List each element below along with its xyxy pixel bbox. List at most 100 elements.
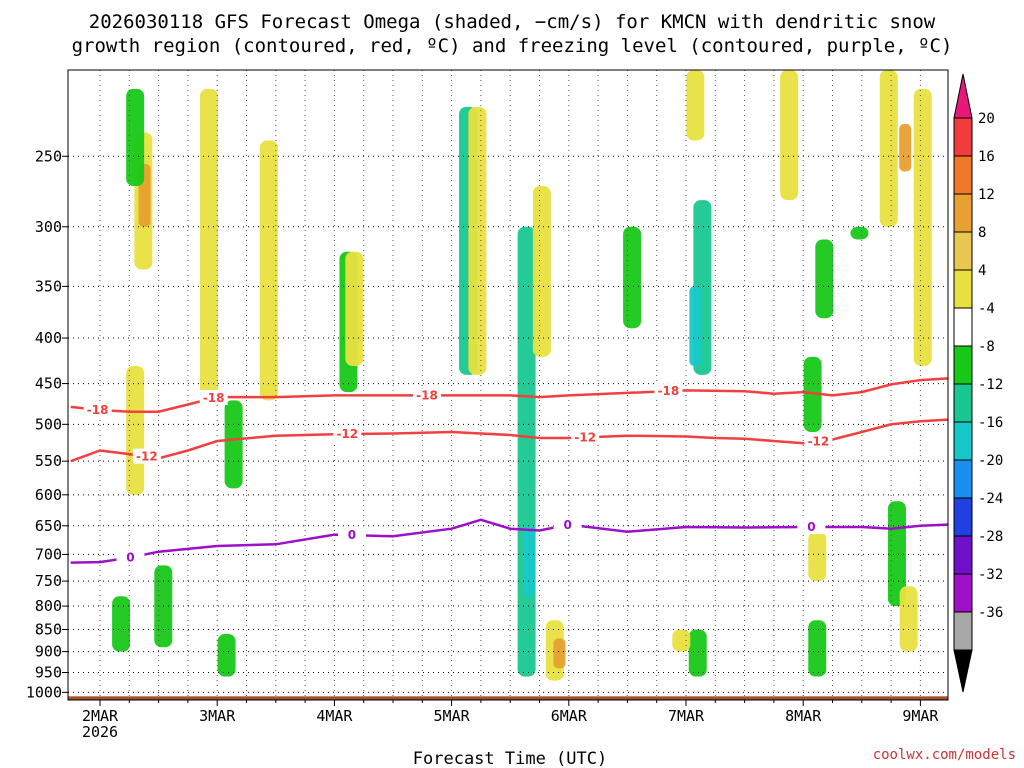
y-tick-label-950: 950 bbox=[35, 664, 62, 682]
colorbar-label-16: 16 bbox=[978, 149, 995, 165]
omega-feature-13 bbox=[468, 106, 487, 375]
y-tick-label-400: 400 bbox=[35, 329, 62, 347]
x-tick-label-7MAR: 7MAR bbox=[668, 707, 705, 725]
y-tick-label-750: 750 bbox=[35, 572, 62, 590]
y-tick-label-800: 800 bbox=[35, 597, 62, 615]
colorbar-swatch bbox=[953, 611, 973, 651]
colorbar-swatch bbox=[953, 497, 973, 537]
contour-label-bg bbox=[116, 549, 145, 565]
contour-label-0: 0 bbox=[563, 518, 571, 532]
colorbar-label--36: -36 bbox=[978, 605, 1003, 621]
y-axis-ticks: 250 300 350 400 450 500 550 600 650 700 750 800 850 9… bbox=[26, 147, 68, 701]
colorbar-label--28: -28 bbox=[978, 529, 1003, 545]
colorbar-swatch bbox=[953, 155, 973, 195]
omega-feature-15 bbox=[522, 525, 535, 597]
omega-feature-9 bbox=[259, 140, 278, 401]
omega-feature-35 bbox=[850, 226, 869, 240]
y-tick-label-300: 300 bbox=[35, 218, 62, 236]
omega-feature-8 bbox=[112, 596, 131, 652]
contour-label--18: -18 bbox=[203, 391, 225, 405]
chart-title-line-2: growth region (contoured, red, ºC) and f… bbox=[72, 35, 953, 57]
contour-label--12: -12 bbox=[808, 434, 830, 448]
y-tick-label-450: 450 bbox=[35, 375, 62, 393]
colorbar-bottom-arrow bbox=[953, 649, 973, 693]
x-tick-label-9MAR: 9MAR bbox=[902, 707, 939, 725]
contour-label-bg bbox=[804, 433, 833, 449]
colorbar-top-arrow bbox=[953, 73, 973, 119]
contour-label-bg bbox=[654, 383, 683, 399]
x-tick-label-5MAR: 5MAR bbox=[434, 707, 471, 725]
colorbar-swatch bbox=[953, 117, 973, 157]
contour-label--18: -18 bbox=[416, 388, 438, 402]
omega-feature-6 bbox=[217, 634, 236, 677]
colorbar-swatch bbox=[953, 421, 973, 461]
colorbar-label--20: -20 bbox=[978, 453, 1003, 469]
omega-feature-24 bbox=[686, 70, 705, 141]
contour-label-bg bbox=[132, 448, 161, 464]
terrain-layer bbox=[68, 696, 948, 700]
x-tick-label-4MAR: 4MAR bbox=[316, 707, 353, 725]
omega-feature-23 bbox=[672, 629, 691, 652]
y-tick-label-650: 650 bbox=[35, 517, 62, 535]
colorbar-label-8: 8 bbox=[978, 225, 986, 241]
contour-label-0: 0 bbox=[348, 528, 356, 542]
omega-feature-17 bbox=[553, 638, 566, 669]
chart-title-line-1: 2026030118 GFS Forecast Omega (shaded, −… bbox=[89, 11, 936, 33]
colorbar-swatch bbox=[953, 535, 973, 575]
omega-feature-29 bbox=[803, 356, 822, 432]
colorbar: 20 16 12 8 4 -4 -8 -12 -16 -20 -24 -28 -32 -36 bbox=[953, 73, 1003, 693]
x-axis-year-label: 2026 bbox=[82, 723, 118, 741]
colorbar-swatch bbox=[953, 573, 973, 613]
colorbar-swatch bbox=[953, 193, 973, 233]
y-tick-label-550: 550 bbox=[35, 452, 62, 470]
colorbar-label-20: 20 bbox=[978, 111, 995, 127]
contour-label--18: -18 bbox=[87, 403, 109, 417]
x-tick-label-6MAR: 6MAR bbox=[551, 707, 588, 725]
omega-feature-26 bbox=[815, 239, 834, 319]
x-axis-label: Forecast Time (UTC) bbox=[413, 749, 607, 768]
omega-feature-2 bbox=[126, 88, 145, 187]
contour-label-0: 0 bbox=[807, 520, 815, 534]
contour-label-bg bbox=[553, 516, 582, 532]
credit-text: coolwx.com/models bbox=[873, 747, 1016, 763]
contour-label--18: -18 bbox=[658, 384, 680, 398]
contour-label-bg bbox=[199, 389, 228, 405]
omega-feature-25 bbox=[780, 70, 799, 201]
colorbar-swatch bbox=[953, 459, 973, 499]
plot-frame bbox=[67, 69, 949, 701]
x-tick-label-8MAR: 8MAR bbox=[785, 707, 822, 725]
colorbar-swatch bbox=[953, 307, 973, 347]
colorbar-label-12: 12 bbox=[978, 187, 995, 203]
omega-feature-28 bbox=[808, 620, 827, 677]
contour-line--18 bbox=[70, 377, 949, 413]
x-tick-label-3MAR: 3MAR bbox=[199, 707, 236, 725]
omega-feature-11 bbox=[345, 251, 364, 366]
omega-feature-22 bbox=[688, 629, 707, 677]
contour-label--12: -12 bbox=[336, 427, 358, 441]
grid-layer bbox=[68, 70, 948, 700]
contour-label-0: 0 bbox=[126, 550, 134, 564]
y-tick-label-500: 500 bbox=[35, 415, 62, 433]
colorbar-swatch bbox=[953, 345, 973, 385]
contour-label-bg bbox=[797, 518, 826, 534]
colorbar-label--16: -16 bbox=[978, 415, 1003, 431]
contour-label-bg bbox=[333, 426, 362, 442]
y-tick-label-850: 850 bbox=[35, 620, 62, 638]
colorbar-label--4: -4 bbox=[978, 301, 995, 317]
contour-line--12 bbox=[70, 418, 949, 463]
contour-layer: -18 -18 -18 -18 -12 -12 -12 -12 0 0 0 0 bbox=[70, 377, 949, 565]
contour-label-bg bbox=[412, 387, 441, 403]
y-tick-label-250: 250 bbox=[35, 147, 62, 165]
contour-label-bg bbox=[337, 527, 366, 543]
terrain-band bbox=[68, 696, 948, 700]
omega-feature-34 bbox=[913, 88, 932, 366]
x-axis-ticks: 2MAR 3MAR 4MAR 5MAR 6MAR 7MAR 8MAR 9MAR bbox=[82, 700, 939, 725]
colorbar-label--32: -32 bbox=[978, 567, 1003, 583]
colorbar-label-4: 4 bbox=[978, 263, 986, 279]
contour-label-bg bbox=[83, 401, 112, 417]
contour-line-0 bbox=[70, 518, 949, 564]
plot-area: -18 -18 -18 -18 -12 -12 -12 -12 0 0 0 0 bbox=[68, 70, 949, 700]
y-tick-label-350: 350 bbox=[35, 277, 62, 295]
colorbar-label--24: -24 bbox=[978, 491, 1003, 507]
